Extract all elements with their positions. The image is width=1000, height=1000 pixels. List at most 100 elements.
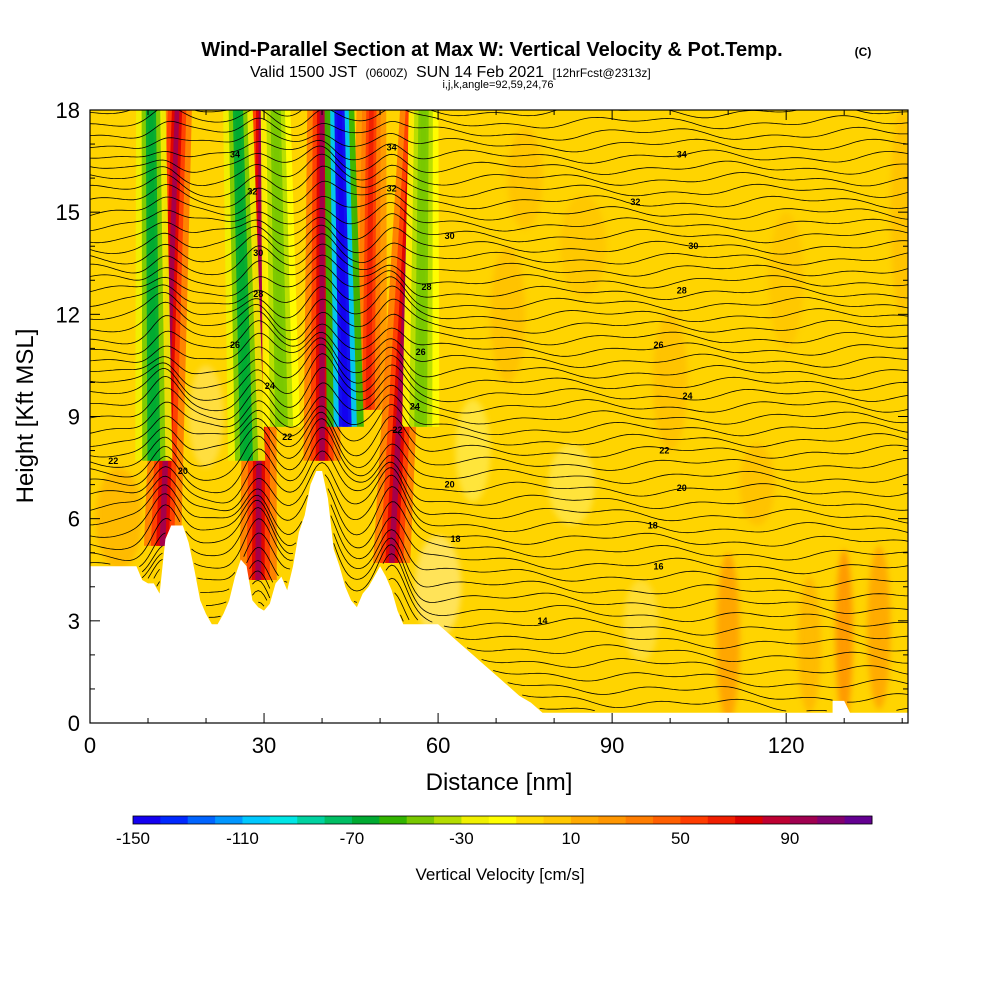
x-tick-label: 90	[600, 733, 624, 758]
x-axis: 0 30 60 90 120	[84, 110, 903, 758]
contour-label: 34	[387, 142, 397, 152]
theta-contour	[141, 532, 908, 601]
colorbar-swatch	[817, 816, 846, 824]
theta-contour	[90, 438, 908, 497]
theta-contour	[90, 298, 908, 334]
contour-label-text: 22	[108, 456, 118, 466]
contour-label: 30	[445, 231, 455, 241]
colorbar-swatch	[406, 816, 435, 824]
colorbar-swatch	[844, 816, 873, 824]
contour-label-text: 34	[677, 149, 687, 159]
theta-contour	[90, 180, 908, 210]
theta-contour	[90, 394, 908, 437]
colorbar-swatch	[598, 816, 627, 824]
contour-label-text: 32	[247, 187, 257, 197]
y-tick-label: 0	[68, 711, 80, 736]
colorbar-swatch	[735, 816, 764, 824]
colorbar-swatch	[762, 816, 791, 824]
theta-contour	[156, 577, 908, 652]
theta-contour	[90, 418, 908, 471]
contour-label: 28	[677, 285, 687, 295]
colorbar-swatch	[789, 816, 818, 824]
colorbar-swatch	[351, 816, 380, 824]
theta-contour	[90, 117, 908, 141]
contour-label-text: 24	[683, 391, 693, 401]
field-patch	[768, 212, 804, 349]
colorbar-swatch	[133, 816, 161, 824]
theta-contour	[90, 337, 908, 380]
colorbar: -150 -110 -70 -30 10 50 90	[116, 815, 873, 848]
contour-label: 22	[282, 432, 292, 442]
theta-contour	[90, 353, 908, 403]
contour-labels: 34 32 30 28 26 24 22 22 20 34 32 30 28 26 24 22 20 18 14 34…	[108, 142, 698, 625]
x-tick-label: 0	[84, 733, 96, 758]
theta-contour	[90, 153, 908, 187]
y-axis: 0 3 6 9 12 15 18	[56, 98, 908, 736]
contour-label-text: 18	[450, 534, 460, 544]
theta-contour	[258, 601, 908, 675]
contour-label-text: 22	[392, 425, 402, 435]
colorbar-swatch	[543, 816, 572, 824]
field-patch	[548, 443, 595, 526]
contour-label: 26	[654, 340, 664, 350]
theta-contour	[90, 110, 908, 130]
contour-label: 32	[387, 183, 397, 193]
downdraft-band	[417, 110, 426, 427]
contour-label: 22	[392, 425, 402, 435]
contour-label: 24	[265, 381, 275, 391]
theta-contour	[90, 366, 908, 414]
theta-contour	[90, 518, 908, 588]
colorbar-swatch	[488, 816, 517, 824]
contour-label-text: 30	[688, 241, 698, 251]
contour-label-text: 20	[445, 480, 455, 490]
theta-contour	[90, 474, 908, 534]
theta-contour	[90, 403, 908, 448]
theta-contour	[90, 382, 908, 425]
theta-contour	[90, 426, 908, 484]
contour-label: 18	[450, 534, 460, 544]
x-tick-label: 120	[768, 733, 805, 758]
contour-label: 30	[253, 248, 263, 258]
theta-contour	[90, 213, 908, 244]
colorbar-tick-label: -70	[340, 829, 365, 848]
y-axis-label: Height [Kft MSL]	[12, 329, 39, 504]
chart-title: Wind-Parallel Section at Max W: Vertical…	[201, 39, 782, 61]
theta-contour	[90, 224, 908, 255]
colorbar-frame	[132, 815, 873, 825]
colorbar-swatch	[461, 816, 490, 824]
colorbar-swatch	[707, 816, 736, 824]
theta-contour	[90, 343, 908, 391]
colorbar-tick-label: 50	[671, 829, 690, 848]
theta-contour	[507, 682, 908, 703]
contour-label-text: 32	[630, 197, 640, 207]
field-patch	[797, 576, 821, 713]
field-patch	[414, 535, 462, 638]
field-patch	[739, 443, 775, 526]
theta-contour	[147, 553, 908, 627]
contour-label-text: 30	[253, 248, 263, 258]
contour-label: 32	[247, 187, 257, 197]
theta-contour	[90, 193, 908, 221]
contour-label: 24	[410, 401, 420, 411]
theta-contour	[90, 499, 908, 561]
contour-label: 22	[108, 456, 118, 466]
field-patch	[835, 549, 853, 720]
contour-label: 22	[659, 446, 669, 456]
theta-contour	[90, 462, 908, 524]
field-patch	[716, 552, 740, 723]
colorbar-swatch	[242, 816, 271, 824]
plot-area: 34 32 30 28 26 24 22 22 20 34 32 30 28 26 24 22 20 18 14 34…	[90, 110, 908, 723]
colorbar-tick-label: 10	[561, 829, 580, 848]
theta-contour	[90, 275, 908, 312]
colorbar-swatch	[653, 816, 681, 824]
theta-contour	[141, 544, 908, 614]
chart-title-tag: (C)	[855, 45, 872, 59]
field-patch	[188, 365, 224, 468]
y-tick-label: 15	[56, 200, 80, 225]
y-tick-label: 12	[56, 302, 80, 327]
colorbar-label: Vertical Velocity [cm/s]	[415, 865, 584, 884]
field-patch	[652, 314, 688, 451]
theta-contour	[90, 331, 908, 368]
contour-label: 28	[253, 289, 263, 299]
contour-label: 20	[445, 480, 455, 490]
